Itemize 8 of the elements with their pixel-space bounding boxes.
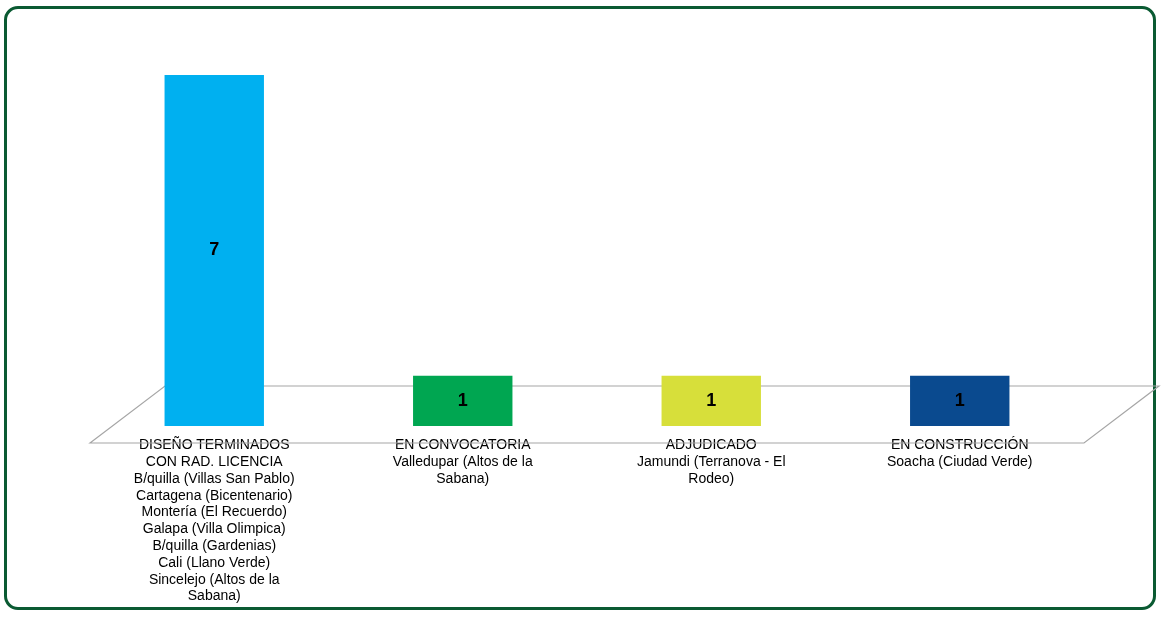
data-label: 1 [457, 389, 468, 410]
data-label: 1 [706, 389, 717, 410]
x-tick-label: EN CONSTRUCCIÓN Soacha (Ciudad Verde) [886, 436, 1033, 470]
data-label: 1 [954, 389, 965, 410]
x-tick-label: EN CONVOCATORIA Valledupar (Altos de la Sabana) [392, 436, 533, 486]
x-tick-label: ADJUDICADO Jamundi (Terranova - El Rodeo) [636, 436, 786, 486]
category-label: DISEÑO TERMINADOS CON RAD. LICENCIA B/quilla (Villas San Pablo) Cartagena (Bicentenario) Montería (El Recuerdo) Galapa (Villa Olimpica) B/quilla (Gardenias) Cali (Llano Verde) Sincelejo (Altos de la Sabana) [133, 436, 295, 604]
data-label: 7 [209, 239, 220, 260]
